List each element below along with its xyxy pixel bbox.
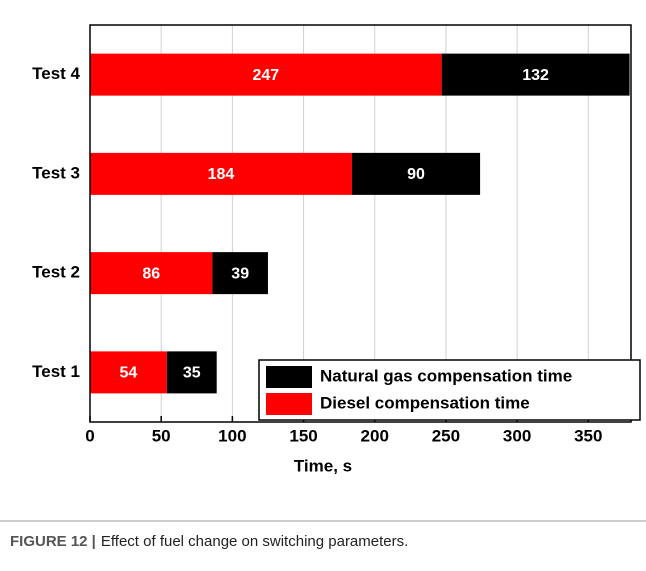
x-axis-label: Time, s (294, 456, 352, 475)
bar-segment (90, 152, 352, 195)
bar-segment (441, 53, 630, 96)
bar-segment (90, 351, 167, 394)
bar-segment (90, 252, 213, 295)
value-label: 86 (142, 265, 160, 282)
legend-label: Diesel compensation time (320, 393, 530, 412)
bar-segment (166, 351, 217, 394)
value-label: 90 (407, 166, 425, 183)
legend-swatch (266, 393, 312, 415)
y-tick-label: Test 3 (32, 163, 80, 182)
x-tick-label: 350 (574, 426, 602, 445)
x-tick-label: 100 (218, 426, 246, 445)
value-label: 39 (231, 265, 249, 282)
plot-frame (89, 24, 632, 423)
caption-text: Effect of fuel change on switching param… (101, 533, 408, 550)
bar-segment (212, 252, 268, 295)
x-tick-label: 50 (152, 426, 171, 445)
value-label: 54 (120, 365, 138, 382)
value-label: 35 (183, 365, 201, 382)
value-label: 184 (208, 166, 235, 183)
legend-label: Natural gas compensation time (320, 366, 572, 385)
caption: FIGURE 12 | Effect of fuel change on swit… (10, 533, 408, 550)
legend (258, 359, 641, 421)
x-tick-label: 150 (289, 426, 317, 445)
value-label: 247 (252, 67, 279, 84)
x-tick-label: 0 (85, 426, 94, 445)
x-tick-label: 300 (503, 426, 531, 445)
x-tick-label: 200 (361, 426, 389, 445)
y-tick-label: Test 1 (32, 362, 80, 381)
value-label: 132 (522, 67, 549, 84)
bar-segment (90, 53, 442, 96)
bar-segment (351, 152, 481, 195)
x-tick-label: 250 (432, 426, 460, 445)
y-tick-label: Test 4 (32, 64, 80, 83)
y-tick-label: Test 2 (32, 263, 80, 282)
legend-swatch (266, 366, 312, 388)
caption-label: FIGURE 12 | (10, 533, 96, 550)
